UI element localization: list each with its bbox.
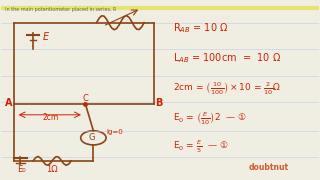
Text: E: E	[43, 32, 49, 42]
Text: In the main potentiometer placed in series, R: In the main potentiometer placed in seri…	[4, 7, 116, 12]
Text: 2cm: 2cm	[43, 113, 59, 122]
Text: G: G	[89, 133, 95, 142]
Text: 1Ω: 1Ω	[46, 165, 57, 174]
Text: Ig=0: Ig=0	[106, 129, 123, 135]
Text: E$_0$ = $\left(\frac{E}{10}\right)$2  — ①: E$_0$ = $\left(\frac{E}{10}\right)$2 — ①	[173, 110, 247, 127]
Text: L$_{AB}$ = 100cm  =  10 Ω: L$_{AB}$ = 100cm = 10 Ω	[173, 51, 281, 65]
Text: A: A	[4, 98, 12, 108]
Text: E₀: E₀	[17, 165, 26, 174]
Text: C: C	[82, 94, 88, 103]
Text: R$_{AB}$ = 10 Ω: R$_{AB}$ = 10 Ω	[173, 21, 228, 35]
Text: doubtnut: doubtnut	[249, 163, 289, 172]
Text: B: B	[155, 98, 163, 108]
Text: E$_0$ = $\frac{E}{5}$  — ①: E$_0$ = $\frac{E}{5}$ — ①	[173, 138, 228, 155]
Text: 2cm = $\left(\frac{10}{100}\right)\times10$ = $\frac{2}{10}$Ω: 2cm = $\left(\frac{10}{100}\right)\times…	[173, 80, 281, 96]
